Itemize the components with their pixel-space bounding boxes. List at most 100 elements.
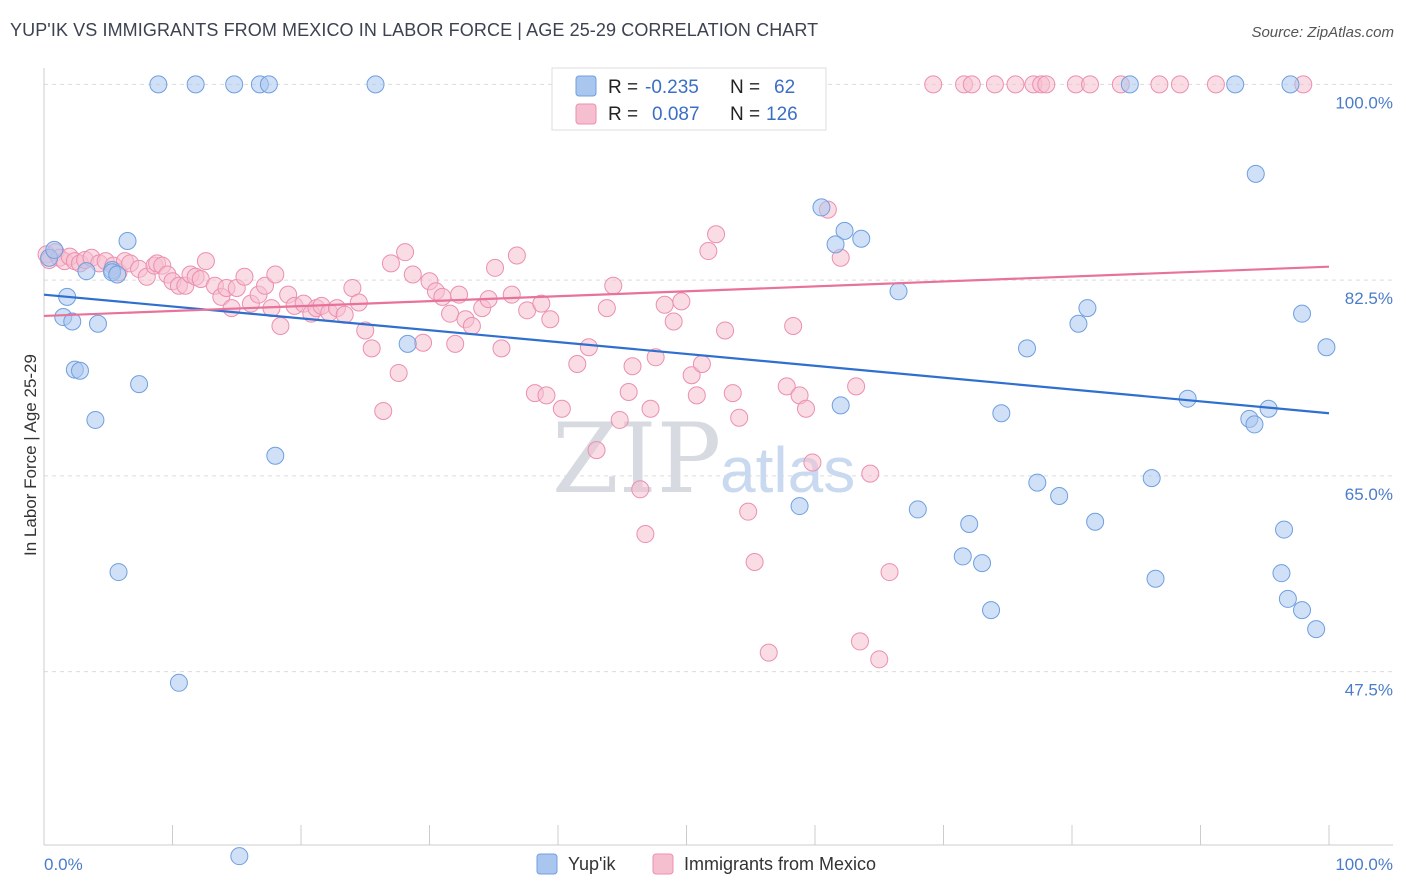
yupik-point [1278,589,1297,608]
yupik-point [1293,601,1312,620]
yupik-point [88,314,107,333]
mexico-point [723,384,742,403]
yupik-point [45,240,64,259]
yupik-point [1078,299,1097,318]
watermark-zip: ZIP [552,403,721,515]
yupik-point [973,554,992,573]
yupik-point [366,75,385,94]
stats-legend: R = -0.235 N = 62 R = 0.087 N = 126 [551,67,827,131]
yupik-point [852,229,871,248]
yupik-point [398,334,417,353]
yupik-point [266,446,285,465]
yupik-trend-line [43,293,1330,415]
legend-r-value-mexico: 0.087 [652,104,700,125]
mexico-point [266,265,285,284]
legend-r-value-yupik: -0.235 [645,77,699,98]
yupik-point [259,75,278,94]
y-tick-labels: 100.0% 82.5% 65.0% 47.5% [1335,93,1393,699]
yupik-point [908,500,927,519]
legend-n-label-yupik: N = [730,77,760,98]
chart-title: YUP'IK VS IMMIGRANTS FROM MEXICO IN LABO… [10,20,819,40]
mexico-point [880,563,899,582]
yupik-point [70,361,89,380]
yupik-point [953,547,972,566]
x-tick-labels: 0.0% 100.0% [44,855,1393,874]
yupik-point [992,404,1011,423]
yupik-point [86,410,105,429]
stats-legend-box [551,67,827,131]
yupik-point [230,847,249,866]
mexico-point [730,408,749,427]
mexico-point [745,553,764,572]
mexico-point [389,363,408,382]
mexico-point [604,276,623,295]
mexico-point [433,287,452,306]
yupik-point [1281,75,1300,94]
yupik-point [1028,473,1047,492]
mexico-point [1206,75,1225,94]
series-legend-label-mexico: Immigrants from Mexico [684,854,876,874]
mexico-point [707,225,726,244]
mexico-point [362,339,381,358]
x-tick-label-right: 100.0% [1335,855,1393,874]
yupik-point [812,198,831,217]
yupik-point [63,312,82,331]
mexico-point [579,338,598,357]
yupik-point [1245,415,1264,434]
mexico-point [623,357,642,376]
yupik-point [982,601,1001,620]
mexico-point [803,453,822,472]
yupik-point [1142,469,1161,488]
mexico-point [716,321,735,340]
yupik-point [1293,304,1312,323]
mexico-point [636,525,655,544]
mexico-point [687,386,706,405]
mexico-point [784,316,803,335]
grid [44,83,1393,673]
legend-n-value-mexico: 126 [766,104,798,125]
yupik-point [118,231,137,250]
watermark: ZIP atlas [552,403,855,515]
y-tick-label: 100.0% [1335,93,1393,112]
yupik-point [1226,75,1245,94]
yupik-point [960,514,979,533]
y-tick-label: 82.5% [1345,289,1393,308]
yupik-point [835,221,854,240]
yupik-point [1275,520,1294,539]
legend-n-label-mexico: N = [730,104,760,125]
mexico-point [759,643,778,662]
mexico-point [962,75,981,94]
yupik-point [1069,314,1088,333]
yupik-point [77,262,96,281]
mexico-point [646,348,665,367]
mexico-point [414,333,433,352]
mexico-point [797,399,816,418]
mexico-point [403,265,422,284]
y-axis-label: In Labor Force | Age 25-29 [21,354,40,556]
yupik-point [1086,512,1105,531]
mexico-point [335,305,354,324]
yupik-point [1307,620,1326,639]
source-label: Source: ZipAtlas.com [1251,24,1394,41]
mexico-point [870,650,889,669]
legend-n-value-yupik: 62 [774,77,795,98]
yupik-point [1146,569,1165,588]
y-tick-label: 65.0% [1345,485,1393,504]
mexico-point [441,304,460,323]
mexico-point [396,243,415,262]
mexico-point [568,355,587,374]
mexico-point [381,254,400,273]
yupik-point [1317,338,1336,357]
mexico-point [1150,75,1169,94]
mexico-point [271,316,290,335]
mexico-point [502,285,521,304]
mexico-point [486,258,505,277]
yupik-point [1120,75,1139,94]
yupik-point [889,282,908,301]
yupik-point [1272,564,1291,583]
yupik-point [225,75,244,94]
mexico-point [631,480,650,499]
series-legend: Yup'ik Immigrants from Mexico [536,853,876,875]
legend-r-label-yupik: R = [608,77,638,98]
